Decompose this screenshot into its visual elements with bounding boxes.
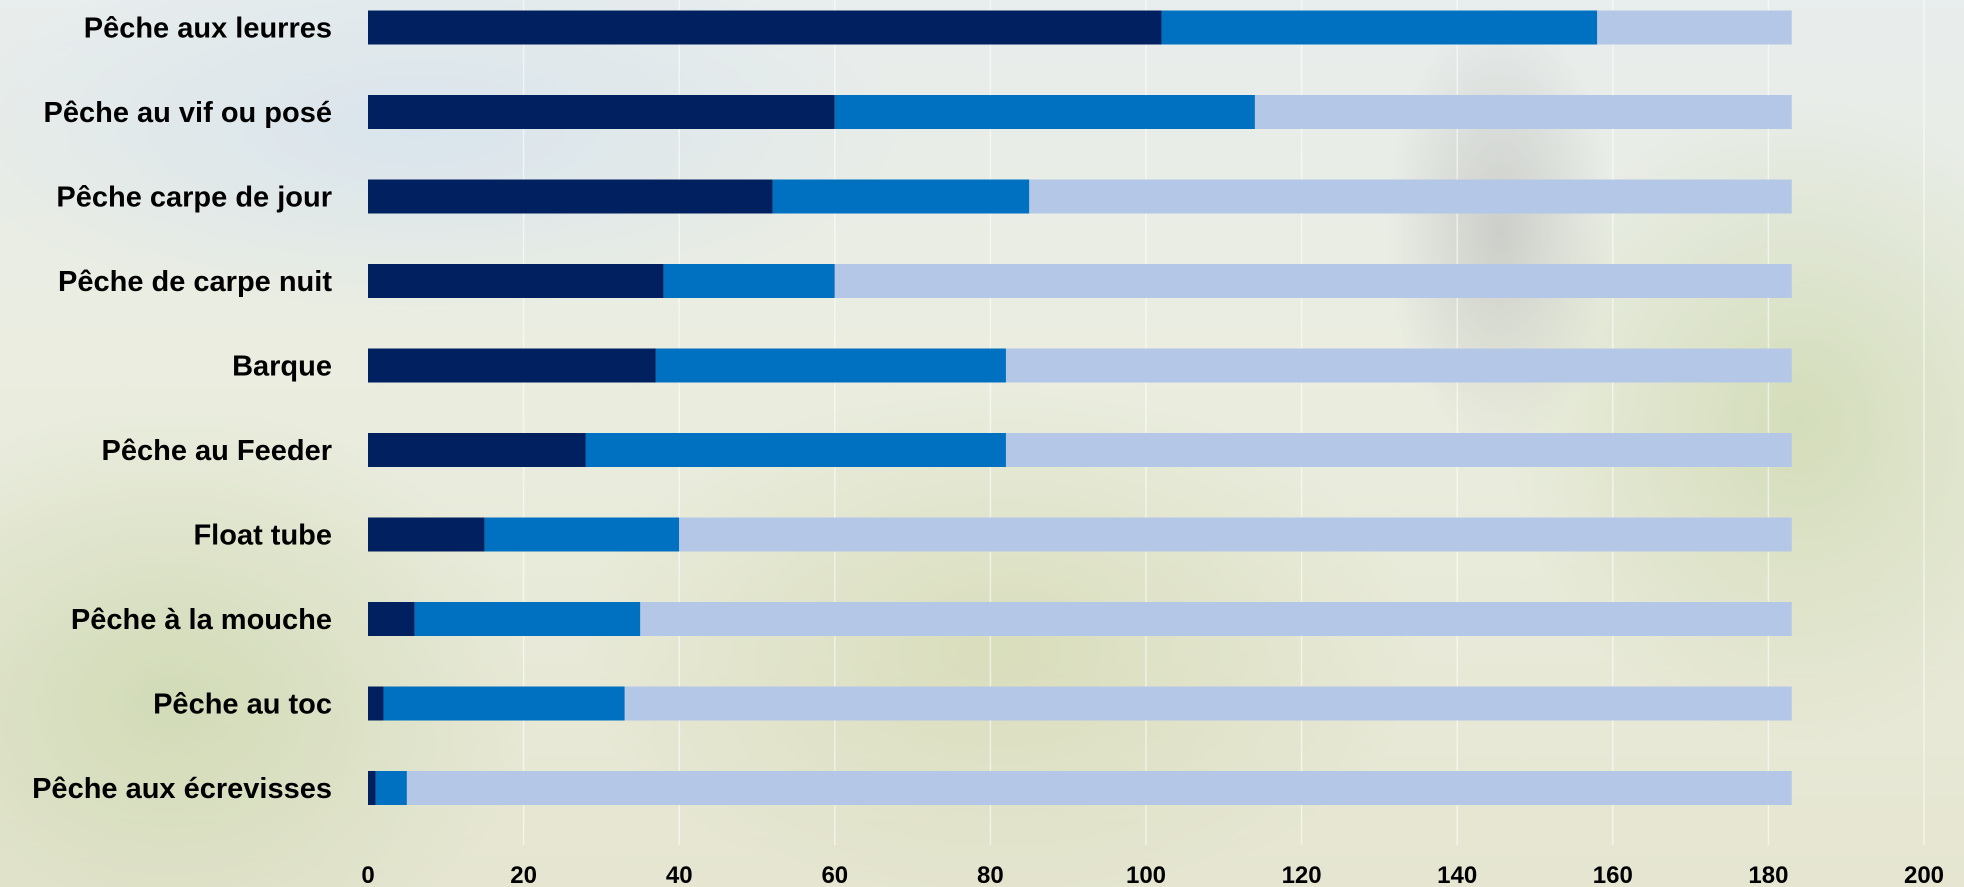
bar-segment-series-3 [406,771,1792,805]
bar-segment-series-3 [1029,179,1792,214]
bar-segment-series-3 [640,602,1792,636]
bar-segment-series-2 [414,602,641,636]
bar-segment-series-2 [375,771,407,805]
x-tick-label: 60 [821,862,848,887]
bar-segment-series-2 [834,95,1255,129]
category-labels: Pêche aux leurres Pêche au vif ou posé Pêc… [32,13,332,806]
bar-segment-series-1 [368,10,1162,45]
bar-segment-series-1 [368,95,835,129]
bar-segment-series-1 [368,179,773,214]
bar-segment-series-3 [1597,10,1792,45]
bar-segment-series-1 [368,686,384,721]
bar-segment-series-3 [834,264,1792,298]
category-label: Pêche carpe de jour [56,182,332,214]
category-label: Pêche aux leurres [84,13,332,45]
bar-segment-series-2 [383,686,625,721]
x-tick-label: 100 [1126,862,1166,887]
category-label: Float tube [193,520,332,552]
x-tick-label: 180 [1748,862,1788,887]
x-tick-label: 40 [666,862,693,887]
bar-segment-series-3 [1254,95,1792,129]
bar-segment-series-2 [655,348,1006,383]
category-label: Pêche à la mouche [71,604,332,636]
bar-segment-series-1 [368,264,664,298]
category-label: Pêche au Feeder [102,435,333,467]
x-tick-label: 160 [1593,862,1633,887]
bar-segment-series-2 [1161,10,1598,45]
bar-segment-series-2 [484,517,680,552]
bar-segment-series-1 [368,348,656,383]
x-tick-label: 200 [1904,862,1944,887]
bars [368,10,1792,805]
bar-segment-series-2 [663,264,835,298]
bar-segment-series-3 [679,517,1792,552]
bar-segment-series-2 [772,179,1030,214]
bar-segment-series-1 [368,517,485,552]
x-tick-label: 140 [1437,862,1477,887]
category-label: Pêche au toc [153,689,332,721]
category-label: Pêche de carpe nuit [58,266,332,298]
bar-segment-series-3 [624,686,1792,721]
category-label: Pêche aux écrevisses [32,773,332,805]
bar-segment-series-3 [1005,433,1792,467]
category-label: Barque [232,351,332,383]
category-label: Pêche au vif ou posé [44,97,332,129]
x-tick-label: 0 [361,862,374,887]
bar-segment-series-1 [368,602,415,636]
x-tick-label: 20 [510,862,537,887]
x-axis-ticks: 0 20 40 60 80 100 120 140 160 180 200 [361,862,1944,887]
bar-segment-series-1 [368,771,376,805]
bar-segment-series-1 [368,433,586,467]
bar-segment-series-3 [1005,348,1792,383]
x-tick-label: 120 [1282,862,1322,887]
x-tick-label: 80 [977,862,1004,887]
bar-segment-series-2 [585,433,1006,467]
